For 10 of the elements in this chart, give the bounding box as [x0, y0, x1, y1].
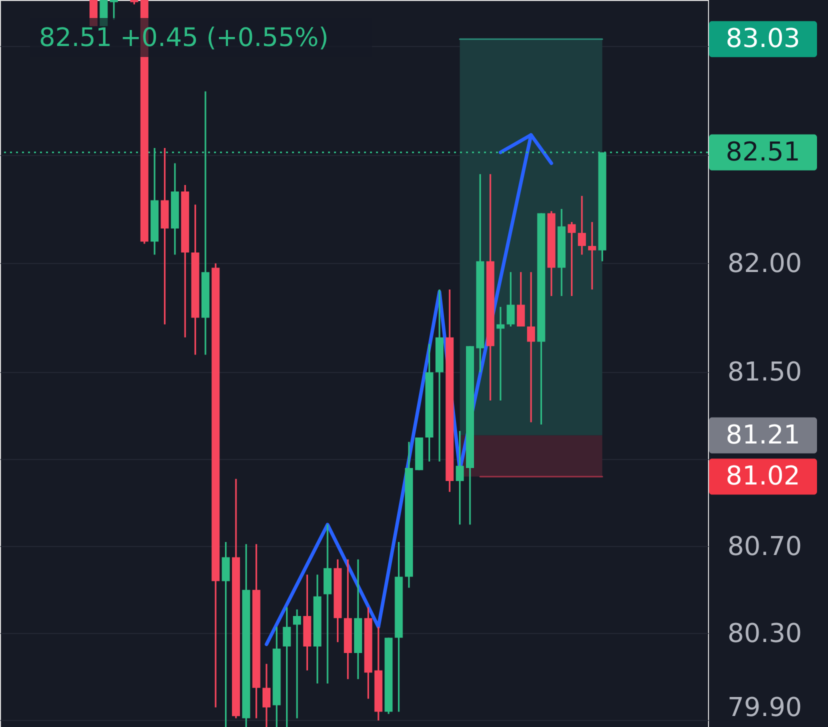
y-tick-label: 80.30 [728, 618, 802, 649]
text: 83.03 [726, 24, 800, 54]
text: 81.21 [726, 420, 800, 450]
text: 82.51 +0.45 (+0.55%) [39, 23, 329, 53]
text: 81.02 [726, 462, 800, 492]
y-tick-label: 81.50 [728, 358, 802, 388]
y-tick-label: 80.70 [728, 532, 802, 562]
y-tick-label: 79.90 [728, 692, 802, 723]
y-tick-label: 82.00 [728, 248, 802, 279]
ref-line-label: 82.51 [726, 137, 800, 168]
